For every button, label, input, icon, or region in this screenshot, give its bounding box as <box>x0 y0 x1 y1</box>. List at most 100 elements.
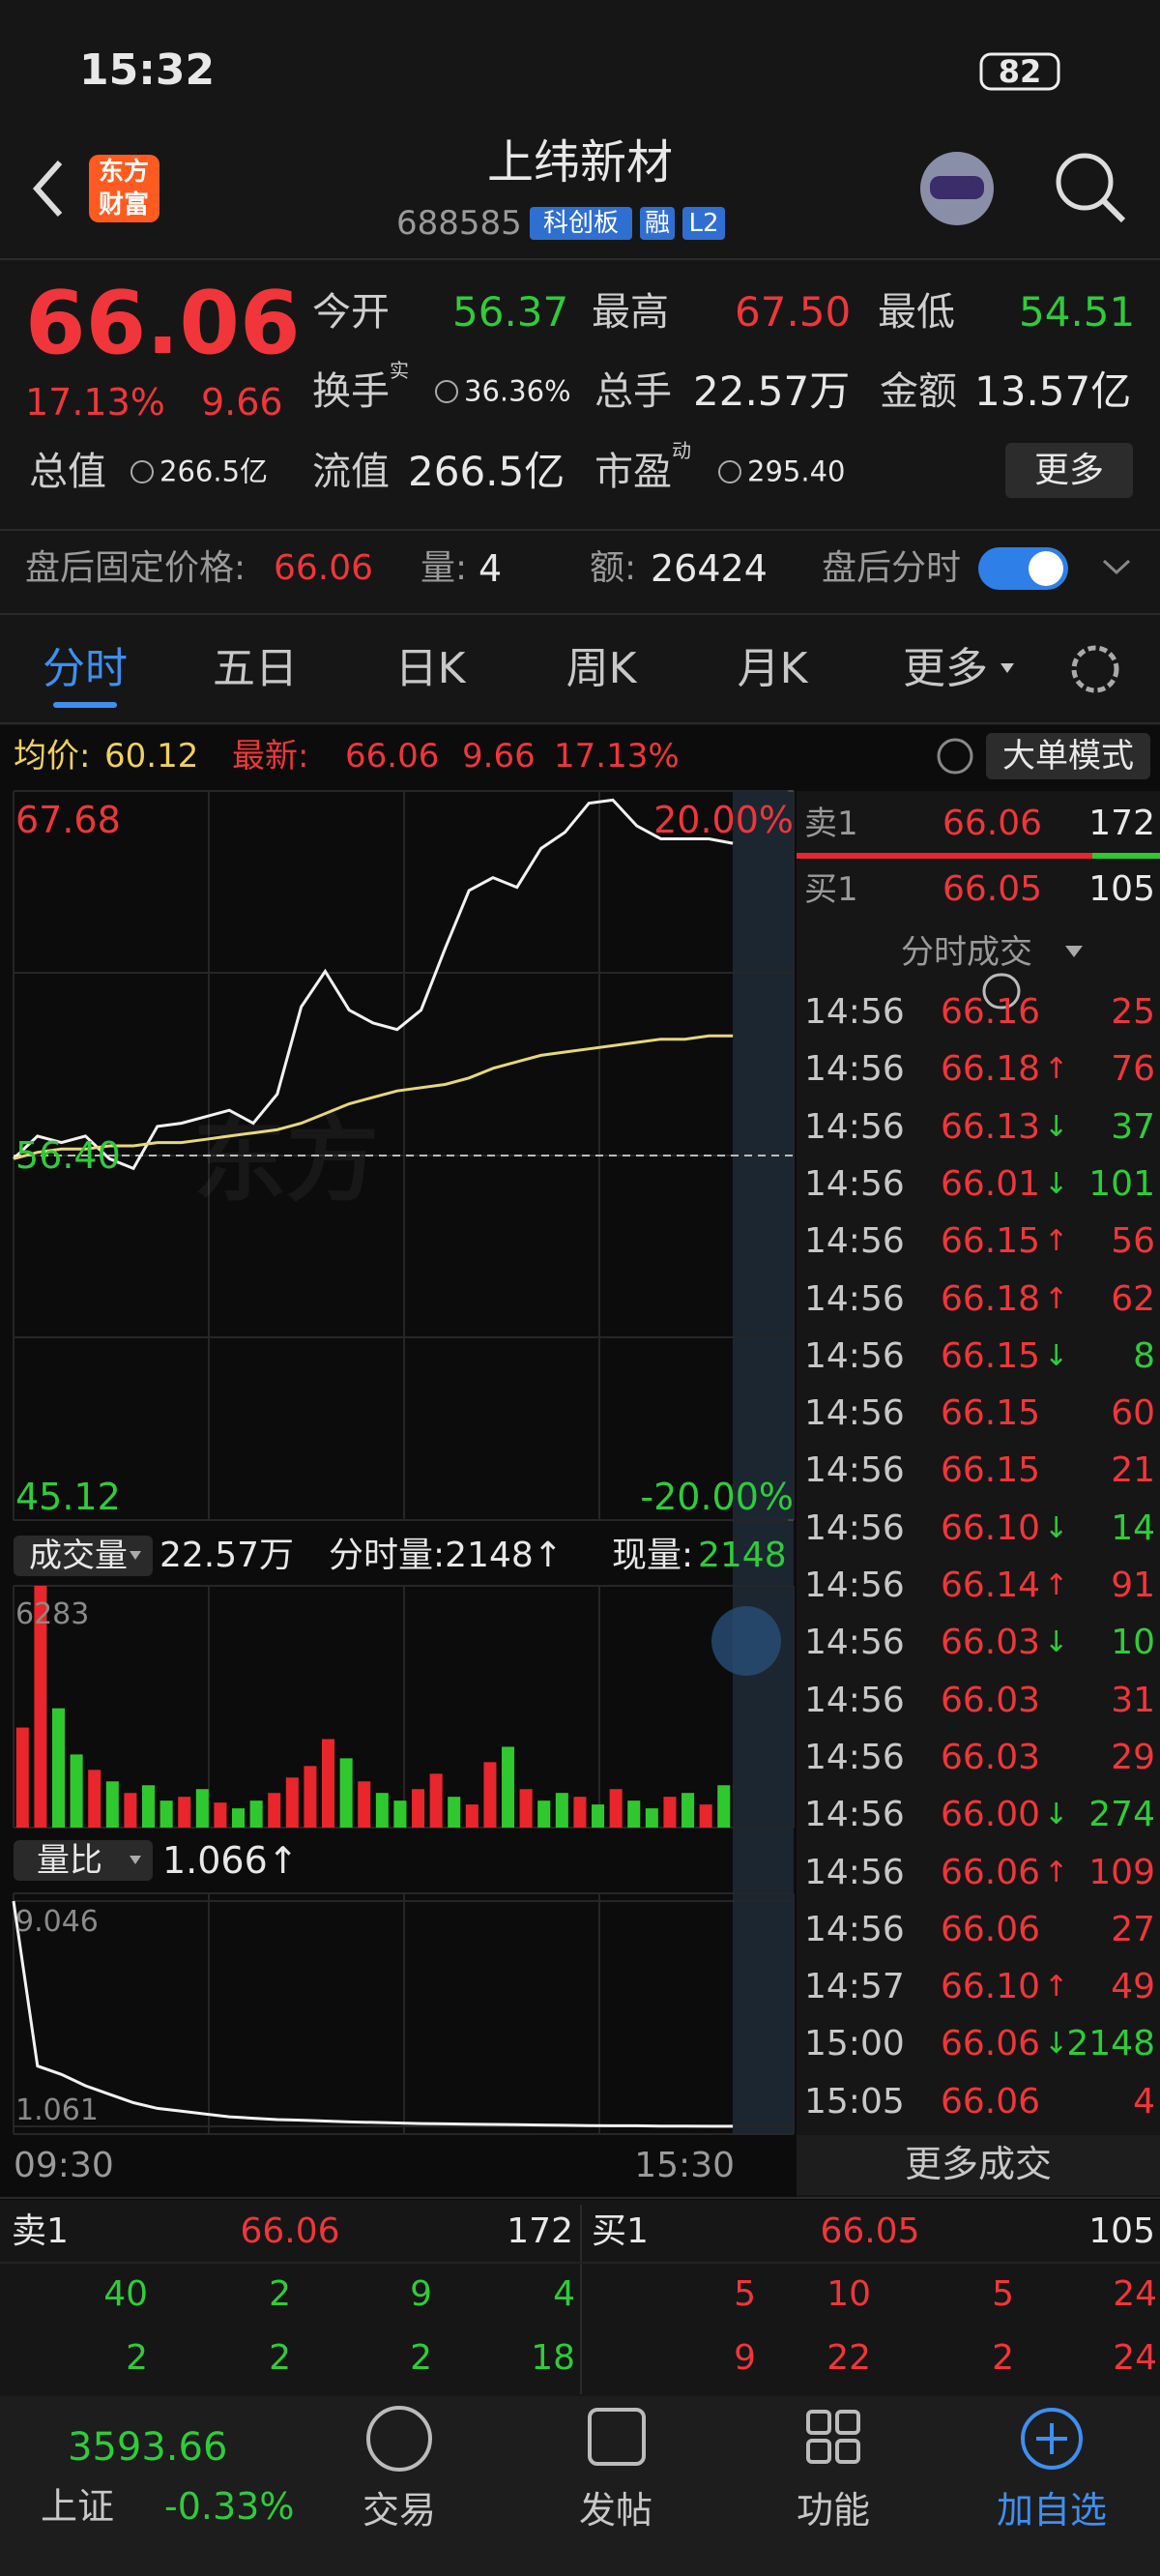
volume-bar <box>105 1781 119 1828</box>
func-icon[interactable] <box>806 2410 831 2435</box>
book-cell: 2 <box>992 2338 1014 2378</box>
data-line <box>12 798 734 1171</box>
trade-time: 14:56 <box>804 992 905 1032</box>
tab[interactable]: 更多 <box>903 644 988 693</box>
trade-time: 14:56 <box>804 1106 905 1147</box>
volume-select[interactable]: 成交量 <box>29 1537 128 1575</box>
volume-bar <box>88 1770 102 1828</box>
volume-bar <box>537 1800 551 1828</box>
ratio-select[interactable]: 量比 <box>37 1841 102 1880</box>
mode-button[interactable]: 大单模式 <box>1002 737 1134 776</box>
trade-time: 15:05 <box>804 2081 905 2122</box>
help-icon[interactable] <box>937 738 973 775</box>
volume-bar <box>519 1789 533 1828</box>
tab[interactable]: 周K <box>566 644 637 693</box>
trade-icon[interactable] <box>366 2406 432 2472</box>
stat-value: 295.40 <box>747 454 846 488</box>
book-cell: 22 <box>826 2338 871 2378</box>
more-trades[interactable]: 更多成交 <box>904 2143 1053 2185</box>
nav-item[interactable]: 发帖 <box>578 2489 653 2532</box>
volume-bar <box>663 1797 677 1828</box>
trade-arrow: ↑ <box>1044 1224 1069 1259</box>
volume-bar <box>682 1793 695 1828</box>
current-value: 2148 <box>698 1536 787 1575</box>
more-button[interactable]: 更多 <box>1033 451 1105 490</box>
volume-bar <box>393 1800 407 1828</box>
label: 额: <box>590 548 637 588</box>
stat-label: 总手 <box>594 369 672 414</box>
volume-bar <box>555 1793 568 1828</box>
back-icon[interactable] <box>32 161 63 217</box>
volume-bar <box>160 1800 173 1828</box>
toggle-knob <box>1029 551 1063 586</box>
logo-text: 财富 <box>98 190 150 220</box>
trade-arrow: ↓ <box>1044 1625 1069 1660</box>
ask-bar <box>797 853 1092 859</box>
stat-value: 266.5亿 <box>408 448 566 495</box>
caret <box>1065 946 1083 957</box>
tab[interactable]: 分时 <box>43 644 128 693</box>
trade-time: 14:56 <box>804 1795 905 1835</box>
info-icon <box>435 380 458 403</box>
trade-time: 14:56 <box>804 1163 905 1204</box>
trade-time: 15:00 <box>804 2024 905 2064</box>
current-label: 现量: <box>612 1536 694 1575</box>
book-cell: 10 <box>826 2274 871 2314</box>
volume-minute: 分时量:2148↑ <box>329 1536 563 1575</box>
tab[interactable]: 日K <box>394 644 466 693</box>
book-cell: 24 <box>1113 2338 1157 2378</box>
nav-item[interactable]: 功能 <box>796 2489 871 2532</box>
stat-label: 最低 <box>878 290 955 335</box>
book-price: 66.06 <box>240 2211 340 2251</box>
trade-price: 66.01 <box>940 1163 1040 1204</box>
more-button-bg[interactable] <box>1005 443 1133 498</box>
trade-time: 14:56 <box>804 1393 905 1434</box>
avg-label: 均价: <box>14 737 91 776</box>
trade-price: 66.15 <box>940 1393 1040 1434</box>
expand-icon[interactable] <box>711 1606 781 1676</box>
volume-bar <box>195 1789 209 1828</box>
search-icon[interactable] <box>1056 153 1114 211</box>
volume-bar <box>339 1758 353 1828</box>
volume-total: 22.57万 <box>160 1536 295 1575</box>
stat-value: 22.57万 <box>693 367 851 415</box>
trade-volume: 76 <box>1111 1049 1155 1090</box>
index-change: -0.33% <box>164 2485 295 2528</box>
index-value[interactable]: 3593.66 <box>68 2425 228 2470</box>
battery-icon <box>979 52 1060 91</box>
toggle-label: 盘后分时 <box>822 548 962 588</box>
trade-volume: 60 <box>1111 1393 1155 1434</box>
trade-volume: 10 <box>1111 1623 1155 1663</box>
book-price: 66.05 <box>820 2211 920 2251</box>
volume-bar <box>141 1785 156 1828</box>
more-trades-bg[interactable] <box>797 2135 1160 2195</box>
order-price: 66.05 <box>942 869 1043 909</box>
nav-item[interactable]: 加自选 <box>996 2489 1108 2532</box>
change-pct: 17.13% <box>554 737 680 776</box>
tab[interactable]: 五日 <box>213 644 298 693</box>
settings-icon[interactable] <box>1071 645 1119 693</box>
stock-code: 688585 <box>396 204 522 243</box>
book-cell: 2 <box>410 2338 432 2378</box>
trades-title[interactable]: 分时成交 <box>901 933 1032 972</box>
nav-item[interactable]: 交易 <box>362 2489 437 2532</box>
y-tick-label: 1.061 <box>15 2093 99 2127</box>
battery-outline <box>982 973 1021 1010</box>
y-tick-label: 6283 <box>15 1597 90 1631</box>
volume-bar <box>15 1727 29 1828</box>
mode-button-bg[interactable] <box>986 733 1150 779</box>
trade-volume: 14 <box>1111 1508 1155 1548</box>
battery-level: 82 <box>998 53 1042 90</box>
logo-box <box>89 155 160 222</box>
volume-select-bg[interactable] <box>14 1536 153 1576</box>
order-price: 66.06 <box>942 804 1043 843</box>
tab[interactable]: 月K <box>737 644 808 693</box>
add-icon[interactable] <box>1021 2408 1083 2470</box>
post-icon[interactable] <box>588 2408 646 2466</box>
chevron[interactable] <box>1102 559 1131 575</box>
ratio-select-bg[interactable] <box>14 1840 153 1881</box>
order-volume: 172 <box>1088 804 1155 843</box>
book-cell: 4 <box>553 2274 575 2314</box>
trade-price: 66.15 <box>940 1450 1040 1491</box>
book-cell: 2 <box>126 2338 148 2378</box>
